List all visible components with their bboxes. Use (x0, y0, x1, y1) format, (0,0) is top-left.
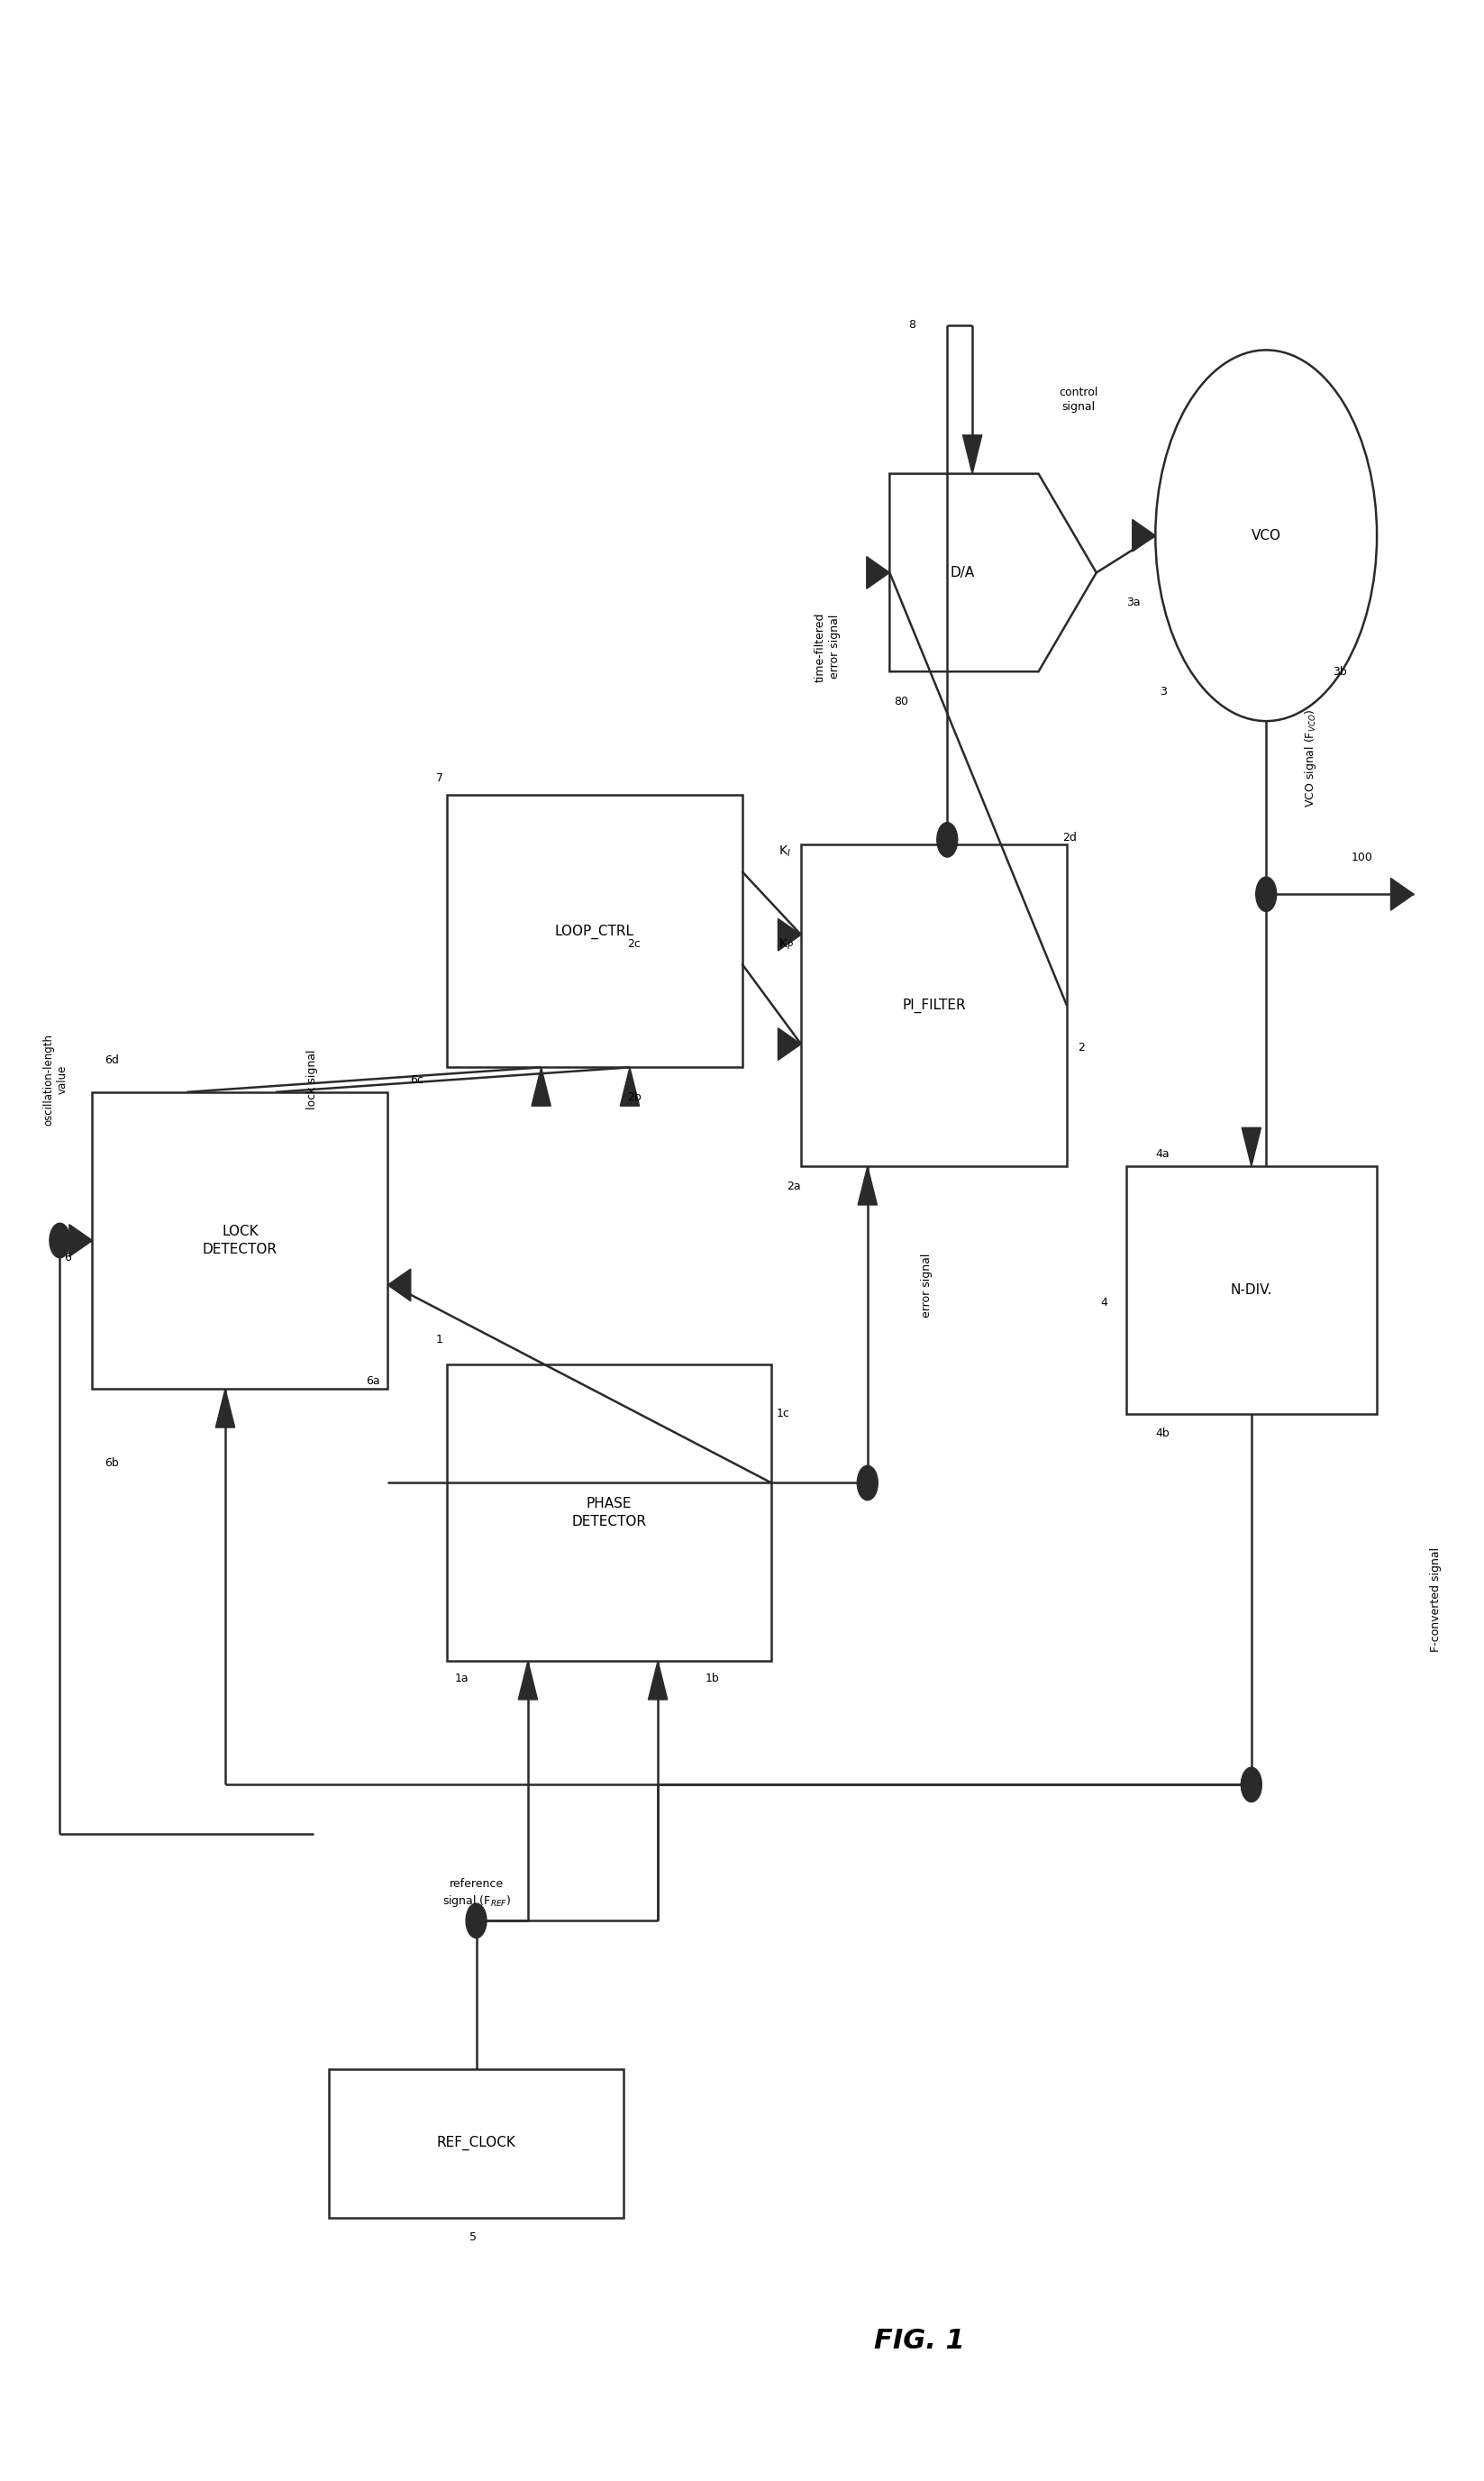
Polygon shape (858, 1166, 877, 1206)
Text: 2b: 2b (628, 1092, 641, 1104)
Polygon shape (620, 1067, 640, 1107)
Text: 6b: 6b (104, 1456, 119, 1469)
Text: 100: 100 (1352, 851, 1373, 863)
Text: PHASE
DETECTOR: PHASE DETECTOR (571, 1496, 647, 1528)
Text: LOOP_CTRL: LOOP_CTRL (555, 923, 634, 938)
Text: 2: 2 (1077, 1042, 1085, 1054)
Text: FIG. 1: FIG. 1 (874, 2327, 965, 2354)
Circle shape (1156, 350, 1377, 722)
Text: 5: 5 (469, 2230, 476, 2243)
Text: 3: 3 (1159, 685, 1166, 697)
Polygon shape (215, 1389, 234, 1427)
Text: 6c: 6c (411, 1074, 424, 1087)
Text: error signal: error signal (920, 1253, 932, 1317)
Circle shape (858, 1466, 879, 1501)
Polygon shape (1242, 1129, 1261, 1166)
Text: D/A: D/A (950, 566, 975, 581)
Text: K$_I$: K$_I$ (779, 844, 791, 858)
Text: PI_FILTER: PI_FILTER (902, 997, 966, 1012)
Text: 8: 8 (908, 320, 916, 330)
Text: 2a: 2a (787, 1181, 801, 1191)
Bar (1126, 1166, 1377, 1414)
Polygon shape (387, 1268, 411, 1300)
Polygon shape (649, 1660, 668, 1699)
Text: K$_P$: K$_P$ (779, 938, 794, 953)
Polygon shape (889, 474, 1097, 672)
Bar (447, 796, 742, 1067)
Text: N-DIV.: N-DIV. (1230, 1283, 1272, 1298)
Bar (801, 844, 1067, 1166)
Circle shape (1241, 1766, 1261, 1801)
Text: 2d: 2d (1063, 831, 1077, 844)
Text: REF_CLOCK: REF_CLOCK (436, 2136, 516, 2151)
Text: 2c: 2c (628, 938, 641, 950)
Text: 4: 4 (1100, 1298, 1107, 1307)
Text: time-filtered
error signal: time-filtered error signal (815, 613, 841, 682)
Polygon shape (1391, 878, 1414, 911)
Polygon shape (778, 918, 801, 950)
Text: 4a: 4a (1156, 1149, 1169, 1159)
Polygon shape (531, 1067, 551, 1107)
Bar (92, 1092, 387, 1389)
Text: 80: 80 (895, 695, 908, 707)
Text: VCO: VCO (1251, 528, 1281, 543)
Bar (447, 1365, 772, 1660)
Text: 1b: 1b (705, 1672, 720, 1685)
Text: 1c: 1c (776, 1407, 789, 1419)
Text: lock signal: lock signal (307, 1049, 318, 1109)
Circle shape (936, 824, 957, 856)
Text: F-converted signal: F-converted signal (1431, 1546, 1442, 1652)
Polygon shape (518, 1660, 537, 1699)
Text: 4b: 4b (1156, 1427, 1169, 1439)
Text: 1: 1 (436, 1335, 442, 1345)
Polygon shape (867, 556, 889, 588)
Circle shape (1255, 876, 1276, 911)
Text: control
signal: control signal (1060, 387, 1098, 412)
Text: 6d: 6d (104, 1054, 119, 1067)
Bar (328, 2069, 623, 2218)
Circle shape (49, 1223, 70, 1258)
Text: VCO signal (F$_{VCO}$): VCO signal (F$_{VCO}$) (1303, 710, 1318, 806)
Polygon shape (70, 1226, 92, 1255)
Text: 3a: 3a (1126, 595, 1140, 608)
Circle shape (466, 1903, 487, 1938)
Text: oscillation-length
value: oscillation-length value (43, 1035, 68, 1126)
Text: reference
signal (F$_{REF}$): reference signal (F$_{REF}$) (442, 1878, 510, 1908)
Text: 7: 7 (436, 772, 442, 784)
Polygon shape (1132, 519, 1156, 551)
Polygon shape (963, 434, 982, 474)
Text: LOCK
DETECTOR: LOCK DETECTOR (203, 1226, 278, 1255)
Text: 3b: 3b (1333, 665, 1347, 677)
Text: 6a: 6a (367, 1374, 380, 1387)
Text: 1a: 1a (454, 1672, 469, 1685)
Polygon shape (778, 1027, 801, 1059)
Text: 6: 6 (64, 1253, 71, 1263)
